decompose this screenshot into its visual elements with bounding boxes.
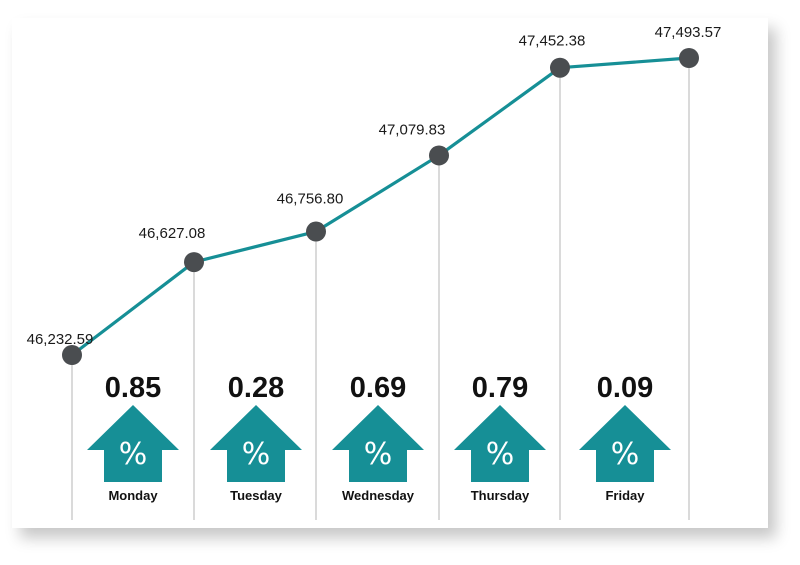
data-point <box>62 345 82 365</box>
data-points <box>62 48 699 365</box>
percent-change-label: 0.69 <box>350 372 406 404</box>
percent-sign: % <box>486 437 515 472</box>
daily-change-item: 0.79% Thursday <box>454 372 546 503</box>
percent-sign: % <box>119 437 148 472</box>
value-label: 47,079.83 <box>379 121 446 138</box>
percent-change-label: 0.28 <box>228 372 284 404</box>
percent-change-label: 0.79 <box>472 372 528 404</box>
value-labels: 46,232.59 46,627.08 46,756.80 47,079.83 47,4… <box>27 24 722 348</box>
up-arrow-percent-icon <box>454 405 546 482</box>
data-point <box>550 57 570 78</box>
percent-sign: % <box>611 437 640 472</box>
value-label: 47,452.38 <box>519 33 586 50</box>
day-label: Tuesday <box>230 488 283 503</box>
data-point <box>184 252 204 273</box>
up-arrow-percent-icon <box>332 405 424 482</box>
series-line <box>70 56 691 357</box>
series-line-group <box>70 56 691 357</box>
up-arrow-percent-icon <box>210 405 302 482</box>
daily-change-item: 0.09% Friday <box>579 372 671 503</box>
data-point <box>429 145 449 166</box>
drop-lines <box>71 58 690 520</box>
value-label: 46,756.80 <box>277 191 344 208</box>
percent-change-label: 0.85 <box>105 372 161 404</box>
value-label: 46,232.59 <box>27 331 94 348</box>
day-label: Monday <box>108 488 158 503</box>
day-label: Thursday <box>471 488 530 503</box>
daily-change-item: 0.85% Monday <box>87 372 179 503</box>
value-label: 47,493.57 <box>655 24 722 41</box>
up-arrow-percent-icon <box>579 405 671 482</box>
percent-change-label: 0.09 <box>597 372 653 404</box>
value-label: 46,627.08 <box>139 225 206 242</box>
data-point <box>679 48 699 68</box>
data-point <box>306 221 326 242</box>
daily-change-item: 0.69% Wednesday <box>332 372 424 503</box>
percent-sign: % <box>364 437 393 472</box>
day-label: Wednesday <box>342 488 415 503</box>
day-label: Friday <box>605 488 645 503</box>
up-arrow-percent-icon <box>87 405 179 482</box>
daily-change-item: 0.28% Tuesday <box>210 372 302 503</box>
daily-changes: 0.85% Monday 0.28% Tuesday 0.69% Wednesday 0.7… <box>87 372 671 503</box>
percent-sign: % <box>242 437 271 472</box>
